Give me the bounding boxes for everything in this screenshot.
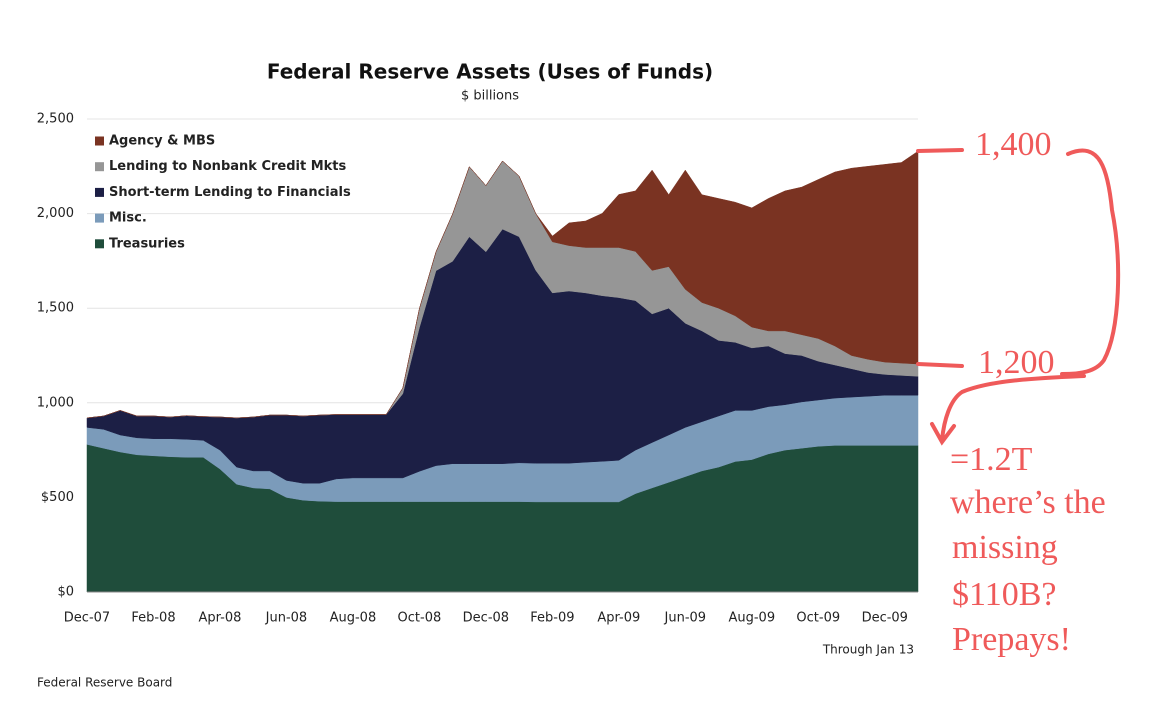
legend-swatch xyxy=(95,162,104,172)
areas xyxy=(86,150,919,593)
annotation: Prepays! xyxy=(952,621,1071,658)
legend-label: Misc. xyxy=(109,211,147,226)
x-tick-label: Dec-09 xyxy=(862,611,908,626)
x-tick-label: Apr-08 xyxy=(199,611,242,626)
x-tick-label: Dec-08 xyxy=(463,611,509,626)
bracket-right xyxy=(1060,148,1121,376)
note: Through Jan 13 xyxy=(822,643,914,657)
chart-title: Federal Reserve Assets (Uses of Funds) xyxy=(267,60,713,84)
legend-label: Agency & MBS xyxy=(109,134,215,149)
area xyxy=(86,150,919,419)
y-tick-label: 2,500 xyxy=(37,112,74,127)
annotation: missing xyxy=(952,529,1058,566)
y-tick-label: $500 xyxy=(41,490,74,505)
bracket-top xyxy=(916,148,964,153)
x-tick-label: Feb-08 xyxy=(131,611,175,626)
arrow xyxy=(940,374,1086,442)
x-tick-label: Dec-07 xyxy=(64,611,110,626)
x-tick-label: Apr-09 xyxy=(597,611,640,626)
chart-subtitle: $ billions xyxy=(461,89,519,104)
x-tick-label: Feb-09 xyxy=(530,611,574,626)
x-tick-label: Aug-08 xyxy=(330,611,377,626)
legend-swatch xyxy=(95,136,104,146)
y-tick-label: $0 xyxy=(57,585,74,600)
bracket-bottom xyxy=(916,362,964,368)
annotation: where’s the xyxy=(950,484,1106,521)
legend-swatch xyxy=(95,187,104,197)
source: Federal Reserve Board xyxy=(37,676,172,690)
bracket xyxy=(916,148,1121,446)
annotation: $110B? xyxy=(952,576,1057,613)
arrow-head xyxy=(930,422,956,446)
x-tick-label: Oct-08 xyxy=(398,611,442,626)
legend-swatch xyxy=(95,239,104,249)
annotation: 1,400 xyxy=(975,126,1052,163)
x-tick-label: Jun-08 xyxy=(265,611,308,626)
legend-label: Short-term Lending to Financials xyxy=(109,185,351,200)
y-tick-label: 2,000 xyxy=(37,206,74,221)
x-tick-label: Oct-09 xyxy=(796,611,840,626)
legend-label: Lending to Nonbank Credit Mkts xyxy=(109,159,347,174)
y-tick-label: 1,000 xyxy=(37,395,74,410)
foreground: $0 $500 1,000 1,500 2,000 2,500 Dec-07 Feb-08 Ap… xyxy=(37,112,918,626)
x-tick-label: Jun-09 xyxy=(664,611,707,626)
y-tick-label: 1,500 xyxy=(37,301,74,316)
x-tick-label: Aug-09 xyxy=(728,611,775,626)
legend-label: Treasuries xyxy=(109,236,185,251)
annotation: 1,200 xyxy=(978,344,1055,381)
legend-swatch xyxy=(95,213,104,223)
annotation: =1.2T xyxy=(950,441,1033,478)
